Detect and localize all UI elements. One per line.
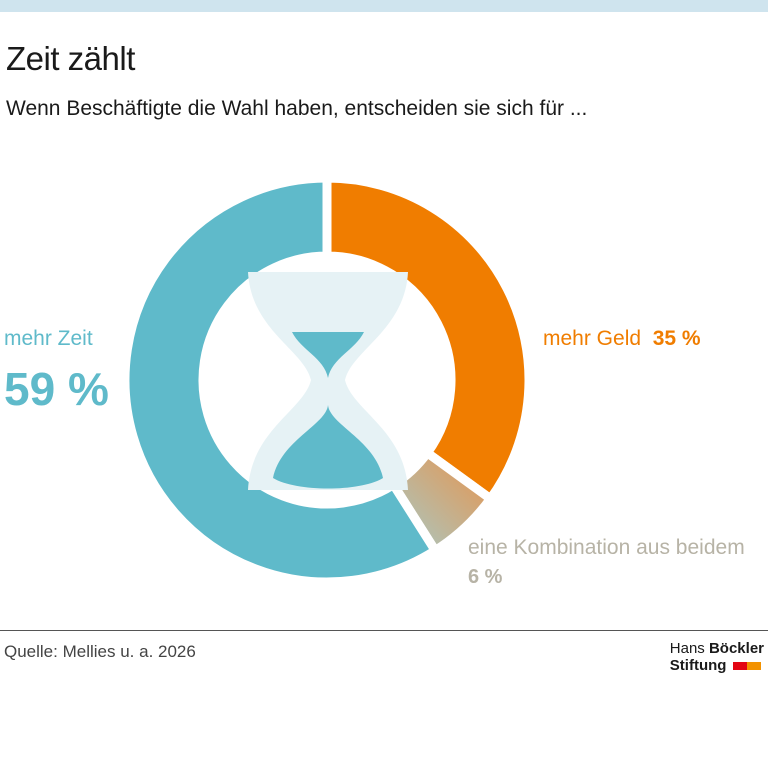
logo-text: Hans: [669, 640, 709, 657]
logo-text-bold: Böckler: [708, 640, 764, 657]
label-text: mehr Geld: [543, 327, 642, 350]
slice-mehr-zeit: [120, 173, 442, 587]
top-bar: [0, 0, 768, 12]
label-kombination: eine Kombination aus beidem: [468, 536, 745, 559]
slice-mehr-geld: [322, 173, 534, 506]
hans-boeckler-logo: Hans Böckler Stiftung: [670, 640, 764, 674]
label-mehr-geld: mehr Geld 35 %: [543, 327, 701, 351]
label-mehr-zeit: mehr Zeit: [4, 327, 93, 350]
hourglass-icon: [248, 272, 408, 490]
value-mehr-geld: 35 %: [652, 327, 701, 350]
page-title: Zeit zählt: [6, 40, 135, 77]
logo-orange-block: [746, 662, 761, 670]
source-text: Quelle: Mellies u. a. 2026: [4, 642, 196, 661]
value-kombination: 6 %: [468, 566, 503, 588]
footer-divider: [0, 630, 768, 631]
logo-text-stiftung: Stiftung: [669, 657, 727, 674]
page-subtitle: Wenn Beschäftigte die Wahl haben, entsch…: [6, 97, 588, 120]
value-mehr-zeit: 59 %: [4, 363, 109, 415]
logo-red-block: [732, 662, 747, 670]
